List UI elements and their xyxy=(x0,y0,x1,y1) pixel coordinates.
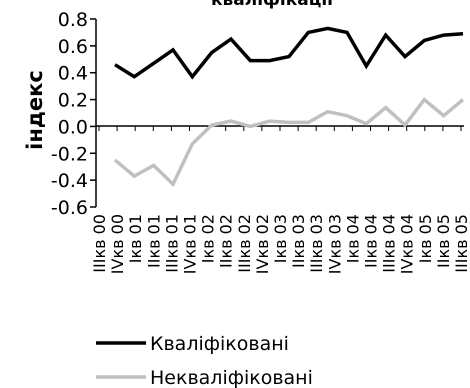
x-tick-label: Iкв 02 xyxy=(199,214,218,263)
x-tick-label: IIкв 05 xyxy=(434,214,453,268)
x-tick-label: IIкв 02 xyxy=(217,214,236,268)
x-tick-label: IIIкв 02 xyxy=(235,214,254,273)
x-tick-label: IVкв 02 xyxy=(253,214,272,274)
y-tick-label: 0.8 xyxy=(58,9,88,31)
chart-title: кваліфікації xyxy=(211,0,333,10)
y-tick-label: 0.0 xyxy=(58,116,88,138)
x-tick-label: IIIкв 01 xyxy=(162,214,181,273)
series-line-1 xyxy=(114,26,464,80)
x-tick-label: IIкв 03 xyxy=(289,214,308,268)
x-tick-label: IVкв 00 xyxy=(108,214,127,274)
y-tick-label: -0.2 xyxy=(51,143,88,165)
x-tick-label: IIкв 01 xyxy=(144,214,163,268)
x-tick-label: IIIкв 04 xyxy=(380,214,399,273)
legend-label-1: Кваліфіковані xyxy=(150,333,289,355)
y-axis-label: індекс xyxy=(23,70,47,150)
x-tick-label: Iкв 01 xyxy=(126,214,145,263)
legend: Кваліфіковані Некваліфіковані xyxy=(96,333,313,388)
x-tick-label: IVкв 03 xyxy=(325,214,344,274)
x-tick-label: Iкв 03 xyxy=(271,214,290,263)
legend-label-2: Некваліфіковані xyxy=(150,367,313,388)
y-tick-label: 0.2 xyxy=(58,90,88,112)
y-tick-label: 0.6 xyxy=(58,36,88,58)
x-tick-label: IVкв 04 xyxy=(398,214,417,274)
x-tick-label: IIIкв 05 xyxy=(452,214,470,273)
x-tick-label: Iкв 04 xyxy=(343,214,362,263)
x-tick-label: IIIкв 00 xyxy=(90,214,109,273)
y-tick-label: 0.4 xyxy=(58,63,88,85)
x-tick-label: IIIкв 03 xyxy=(307,214,326,273)
x-tick-label: IIкв 04 xyxy=(362,214,381,268)
y-tick-label: -0.4 xyxy=(51,170,88,192)
series-line-2 xyxy=(113,97,465,188)
x-tick-label: IVкв 01 xyxy=(181,214,200,274)
x-tick-label: Iкв 05 xyxy=(416,214,435,263)
y-tick-label: -0.6 xyxy=(51,197,88,219)
